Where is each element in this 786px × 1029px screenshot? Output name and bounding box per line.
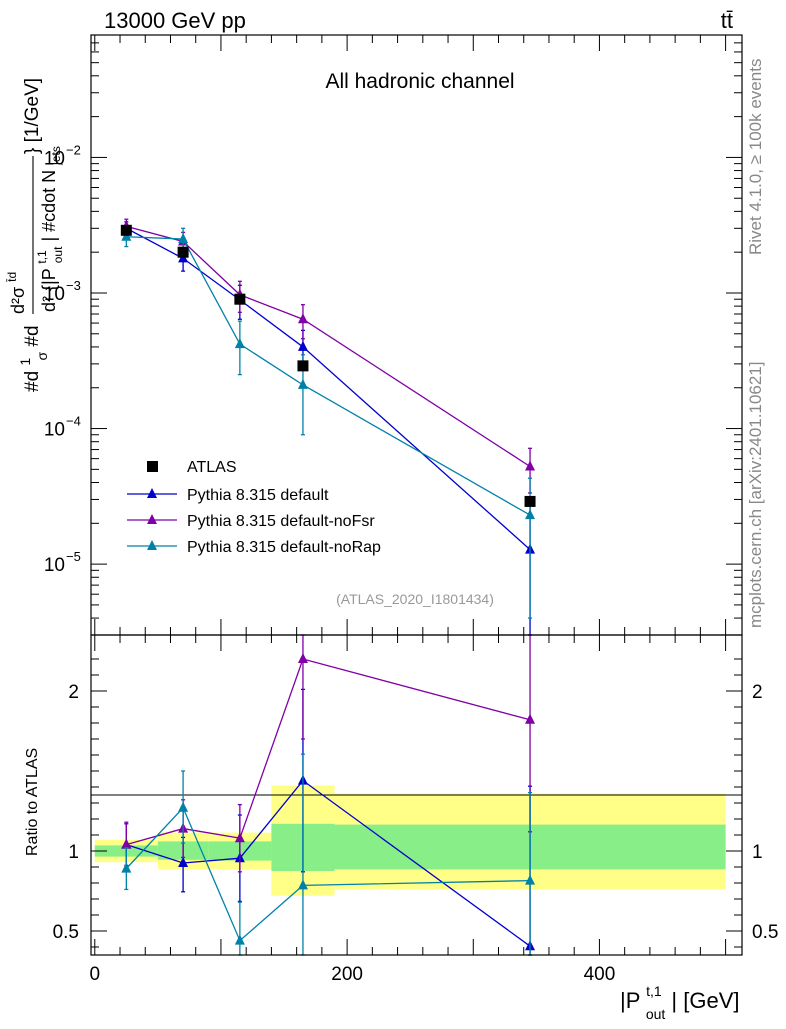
main-y-axis-title: #d 1 σ #d d²σ t̄d d² {|P t,1 out | #cdot…: [5, 78, 66, 392]
atlas-data-point: [177, 246, 189, 258]
series-marker: [525, 460, 536, 471]
svg-text:d² {|P t,1 out: d² {|P t,1 out | #cdot N jets: [30, 146, 66, 312]
legend-label-default: Pythia 8.315 default: [187, 487, 329, 504]
ylabel-frac-num: 1: [17, 358, 33, 366]
y-tick-label: 10: [44, 148, 65, 169]
process-label: tt̄: [721, 8, 733, 33]
rivet-version-label: Rivet 4.1.0, ≥ 100k events: [746, 59, 765, 255]
y-tick-label: 2: [68, 682, 79, 703]
legend-marker-nofsr: [147, 514, 157, 524]
ratio-y-axis-title: Ratio to ATLAS: [24, 748, 41, 856]
ylabel-den-a: d² {|P: [39, 268, 59, 312]
energy-label: 13000 GeV pp: [104, 8, 246, 33]
y-tick-exponent: −5: [66, 549, 81, 564]
ylabel-den-sub: out: [51, 246, 65, 263]
svg-text:d²σ t̄d: d²σ t̄d: [5, 272, 28, 314]
y-tick-label: 0.5: [53, 922, 79, 943]
analysis-watermark: (ATLAS_2020_I1801434): [336, 591, 494, 607]
series-marker: [121, 862, 132, 873]
y-tick-label: 1: [68, 842, 79, 863]
ratio-plot-panel: 0.5 0.5 1 1 2 2 0 200 400 Ratio to ATLAS: [24, 634, 778, 985]
series-marker: [297, 340, 308, 351]
ylabel-den-sub2: jets: [49, 146, 63, 166]
y-tick-label: 10: [44, 555, 65, 576]
ratio-y-axis: 0.5 0.5 1 1 2 2: [53, 658, 778, 948]
legend-label-norap: Pythia 8.315 default-noRap: [187, 539, 381, 556]
x-tick-label: 200: [331, 964, 363, 985]
ylabel-unit: } [1/GeV]: [22, 78, 43, 154]
y-tick-label: 10: [44, 420, 65, 441]
xlabel-unit: | [GeV]: [671, 988, 739, 1013]
series-marker: [297, 653, 308, 663]
x-tick-label: 0: [89, 964, 100, 985]
svg-text:#d 1 σ #d: #d 1 σ #d: [14, 325, 52, 392]
series-marker: [297, 378, 308, 389]
ratio-plot-frame: [90, 634, 743, 956]
series-marker: [178, 857, 189, 867]
series-marker: [525, 509, 536, 520]
series-marker: [234, 832, 245, 843]
series-marker: [234, 934, 245, 945]
atlas-data-layer: [120, 224, 536, 507]
main-y-axis: 10−510−410−310−2: [44, 34, 742, 636]
y-tick-label-right: 0.5: [752, 922, 778, 943]
legend: ATLAS Pythia 8.315 default Pythia 8.315 …: [127, 459, 381, 556]
series-line: [126, 225, 531, 468]
xlabel-main: |P: [620, 988, 640, 1013]
atlas-data-point: [524, 495, 536, 507]
ylabel-den-sup: t,1: [35, 250, 49, 264]
legend-label-nofsr: Pythia 8.315 default-noFsr: [187, 513, 375, 530]
y-tick-label: 10: [44, 284, 65, 305]
y-tick-exponent: −4: [66, 414, 81, 429]
main-series-layer: [121, 218, 536, 636]
series-marker: [525, 874, 536, 885]
y-tick-exponent: −2: [66, 142, 81, 157]
uncertainty-bands: [94, 785, 726, 896]
atlas-data-point: [120, 224, 132, 236]
series-marker: [297, 313, 308, 324]
main-plot-panel: 10−510−410−310−2 All hadronic channel (A…: [44, 34, 743, 636]
atlas-data-point: [297, 360, 309, 372]
legend-marker-norap: [147, 540, 157, 550]
series-marker: [525, 713, 536, 724]
ylabel-den-b: | #cdot N: [39, 170, 59, 242]
atlas-data-point: [234, 293, 246, 305]
series-marker: [234, 338, 245, 349]
x-tick-label: 400: [584, 964, 616, 985]
main-x-minor-ticks: [94, 35, 727, 635]
series-marker: [121, 838, 132, 849]
series-marker: [178, 233, 189, 244]
y-tick-label-right: 2: [752, 682, 763, 703]
channel-label: All hadronic channel: [325, 70, 514, 93]
ratio-series-layer: [121, 634, 536, 956]
ylabel-frac-den: σ: [34, 352, 50, 361]
y-tick-label-right: 1: [752, 842, 763, 863]
y-tick-exponent: −3: [66, 278, 81, 293]
legend-marker-default: [147, 488, 157, 498]
series-marker: [297, 879, 308, 890]
mcplots-label: mcplots.cern.ch [arXiv:2401.10621]: [746, 362, 765, 628]
legend-marker-atlas: [147, 461, 158, 472]
ylabel-num: d²σ: [8, 287, 28, 314]
ylabel-mid: #d: [22, 325, 43, 346]
xlabel-sub: out: [646, 1006, 666, 1022]
xlabel-sup: t,1: [646, 983, 662, 999]
x-axis-title: |P t,1 out | [GeV]: [620, 976, 740, 1024]
ylabel-num-sup: t̄d: [5, 272, 19, 282]
series-marker: [178, 801, 189, 812]
ratio-x-axis: 0 200 400: [89, 635, 727, 985]
ylabel-main: #d: [22, 371, 43, 392]
legend-label-atlas: ATLAS: [187, 459, 237, 476]
